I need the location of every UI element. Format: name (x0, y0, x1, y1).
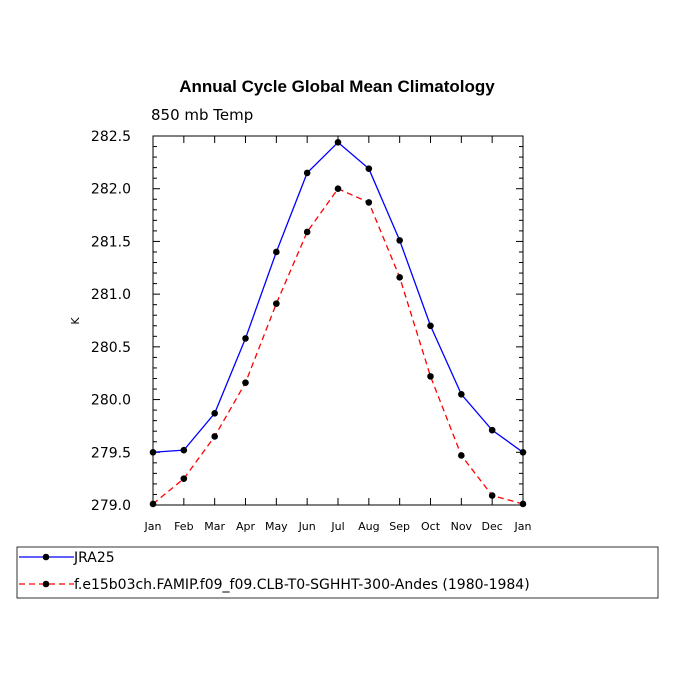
x-tick-label: Aug (358, 520, 379, 533)
series-2-point (365, 199, 373, 206)
series-1-point (365, 165, 373, 172)
series-layer (149, 139, 527, 508)
chart-title: Annual Cycle Global Mean Climatology (179, 77, 495, 96)
series-2-point (488, 492, 496, 499)
series-2-point (303, 228, 311, 236)
x-tick-label: Jan (144, 520, 162, 533)
series-1-point (149, 448, 157, 456)
series-2-point (519, 500, 527, 508)
series-2-point (334, 185, 342, 193)
series-1-point (519, 448, 527, 456)
x-tick-label: Dec (482, 520, 503, 533)
series-1-point (334, 139, 342, 146)
y-axis-label: K (69, 317, 82, 325)
legend: JRA25 f.e15b03ch.FAMIP.f09_f09.CLB-T0-SGH… (19, 550, 530, 593)
x-tick-label: Mar (204, 520, 225, 533)
series-1-point (303, 169, 311, 177)
series-1-point (488, 426, 496, 434)
y-tick-label: 279.5 (91, 445, 131, 461)
series-1-point (458, 391, 465, 398)
series-1-point (242, 335, 249, 342)
series-line-2 (152, 187, 524, 505)
x-tick-label: Nov (451, 520, 473, 533)
chart-subtitle: 850 mb Temp (151, 106, 253, 124)
series-1-point (396, 237, 403, 244)
series-2-point (458, 452, 465, 459)
legend-marker-2 (42, 580, 50, 588)
series-2-point (273, 300, 280, 307)
series-2-point (242, 379, 249, 387)
series-2-point (396, 273, 403, 281)
legend-box (16, 546, 659, 599)
legend-marker-1 (42, 553, 50, 561)
series-2-point (180, 475, 188, 482)
y-tick-label: 281.5 (91, 234, 131, 250)
series-1-point (427, 322, 434, 330)
legend-label-1: JRA25 (73, 550, 115, 566)
y-tick-label: 282.5 (91, 129, 131, 145)
x-tick-label: Feb (174, 520, 193, 533)
x-tick-label: Sep (389, 520, 410, 533)
series-2-point (427, 373, 434, 380)
series-2-point (211, 433, 218, 440)
series-1-point (273, 248, 280, 256)
y-tick-label: 281.0 (91, 287, 131, 303)
y-tick-label: 280.5 (91, 340, 131, 356)
y-tick-label: 280.0 (91, 393, 131, 409)
x-tick-label: Apr (236, 520, 256, 533)
axis-ticks: 279.0 279.5 280.0 280.5 281.0 281.5 282.0 282.5… (91, 129, 532, 533)
x-tick-label: Jun (298, 520, 316, 533)
x-tick-label: Oct (421, 520, 441, 533)
x-tick-label: Jul (330, 520, 344, 533)
y-tick-label: 282.0 (91, 182, 131, 198)
series-1-point (180, 446, 188, 454)
series-1-point (211, 409, 218, 417)
y-tick-label: 279.0 (91, 498, 131, 514)
legend-label-2: f.e15b03ch.FAMIP.f09_f09.CLB-T0-SGHHT-30… (74, 577, 530, 593)
series-2-point (149, 500, 157, 508)
x-tick-label: Jan (514, 520, 532, 533)
x-tick-label: May (265, 520, 288, 533)
